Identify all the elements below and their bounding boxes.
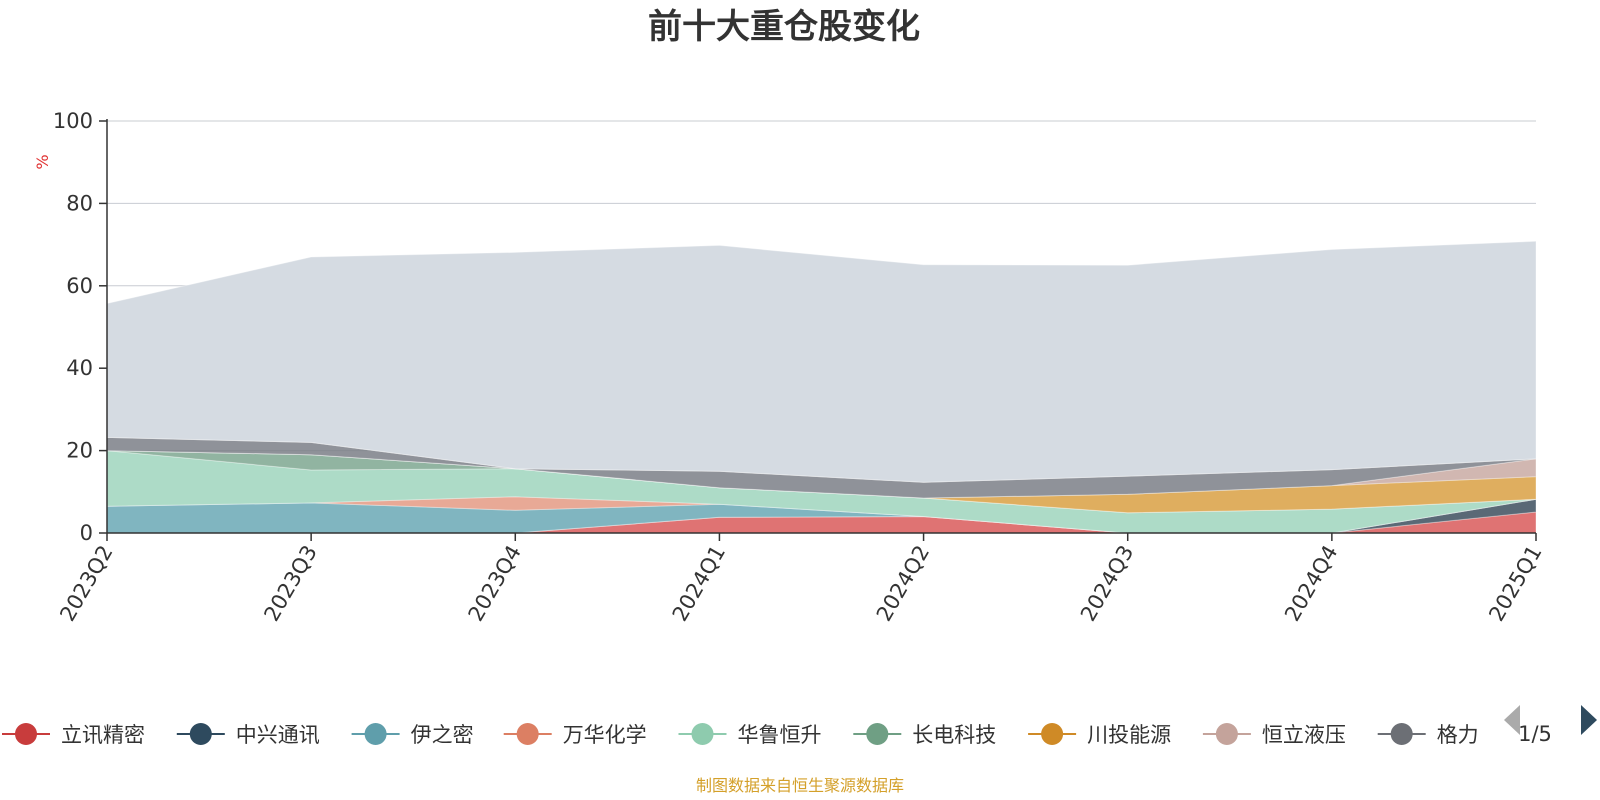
legend-next-arrow-icon[interactable] xyxy=(1581,705,1597,735)
area-恒立液压 xyxy=(106,450,1537,499)
y-tick-label: 20 xyxy=(66,439,93,463)
y-tick-labels: 0 20 40 60 80 100 xyxy=(53,109,93,545)
legend-marker-icon xyxy=(189,723,212,745)
axes xyxy=(99,119,1537,541)
area-series xyxy=(106,240,1537,534)
y-tick-label: 100 xyxy=(53,109,93,133)
legend-label: 川投能源 xyxy=(1087,723,1171,747)
data-source-note: 制图数据来自恒生聚源数据库 xyxy=(696,776,904,795)
legend-marker-icon xyxy=(516,723,539,745)
legend-item[interactable]: 华鲁恒升 xyxy=(678,723,822,747)
legend-pager: 1/5 xyxy=(1504,705,1597,746)
area-格力电器 xyxy=(106,436,1537,499)
legend-item[interactable]: 恒立液压 xyxy=(1202,723,1346,747)
x-tick-labels: 2023Q2 2023Q3 2023Q4 2024Q1 2024Q2 2024Q3 2024… xyxy=(55,541,1546,625)
legend-label: 华鲁恒升 xyxy=(738,723,822,747)
x-tick-label: 2024Q2 xyxy=(872,541,934,625)
legend-item[interactable]: 中兴通讯 xyxy=(176,723,320,747)
legend: 立讯精密 中兴通讯 伊之密 万华化学 华鲁恒升 长电科技 川投能源 恒立液压 格力 xyxy=(2,723,1479,747)
chart-title: 前十大重仓股变化 xyxy=(648,7,920,47)
legend-marker-icon xyxy=(1215,723,1238,745)
y-tick-label: 40 xyxy=(66,356,93,380)
legend-marker-icon xyxy=(15,723,37,745)
area-others xyxy=(106,240,1537,483)
x-tick-label: 2024Q4 xyxy=(1280,541,1342,625)
legend-label: 伊之密 xyxy=(411,723,474,747)
legend-marker-icon xyxy=(1390,723,1413,745)
legend-page-indicator: 1/5 xyxy=(1518,722,1552,746)
legend-item[interactable]: 万华化学 xyxy=(503,723,647,747)
area-川投能源 xyxy=(106,450,1537,514)
legend-label: 长电科技 xyxy=(912,723,996,747)
y-tick-label: 0 xyxy=(80,521,93,545)
legend-label: 格力 xyxy=(1437,723,1479,747)
x-tick-label: 2024Q1 xyxy=(668,541,730,625)
x-tick-label: 2025Q1 xyxy=(1484,541,1546,625)
legend-prev-arrow-icon[interactable] xyxy=(1504,705,1520,735)
legend-marker-icon xyxy=(364,723,387,745)
y-tick-label: 80 xyxy=(66,191,93,215)
area-中兴通讯 xyxy=(107,498,1537,534)
x-tick-label: 2023Q3 xyxy=(259,541,321,625)
legend-label: 恒立液压 xyxy=(1262,723,1346,747)
legend-label: 万华化学 xyxy=(563,723,647,747)
legend-label: 中兴通讯 xyxy=(236,723,320,747)
legend-item[interactable]: 伊之密 xyxy=(351,723,474,747)
legend-item[interactable]: 长电科技 xyxy=(853,723,996,747)
legend-marker-icon xyxy=(866,723,889,745)
legend-item[interactable]: 格力 xyxy=(1377,723,1479,747)
legend-label: 立讯精密 xyxy=(61,723,145,747)
y-axis-unit: % xyxy=(33,154,52,169)
area-华鲁恒升 xyxy=(106,450,1537,534)
legend-item[interactable]: 川投能源 xyxy=(1028,723,1171,747)
legend-marker-icon xyxy=(1041,723,1064,745)
legend-item[interactable]: 立讯精密 xyxy=(2,723,145,747)
x-tick-label: 2024Q3 xyxy=(1076,541,1138,625)
x-tick-label: 2023Q4 xyxy=(464,541,526,625)
x-tick-label: 2023Q2 xyxy=(55,541,117,625)
legend-marker-icon xyxy=(691,723,714,745)
y-tick-label: 60 xyxy=(66,274,93,298)
